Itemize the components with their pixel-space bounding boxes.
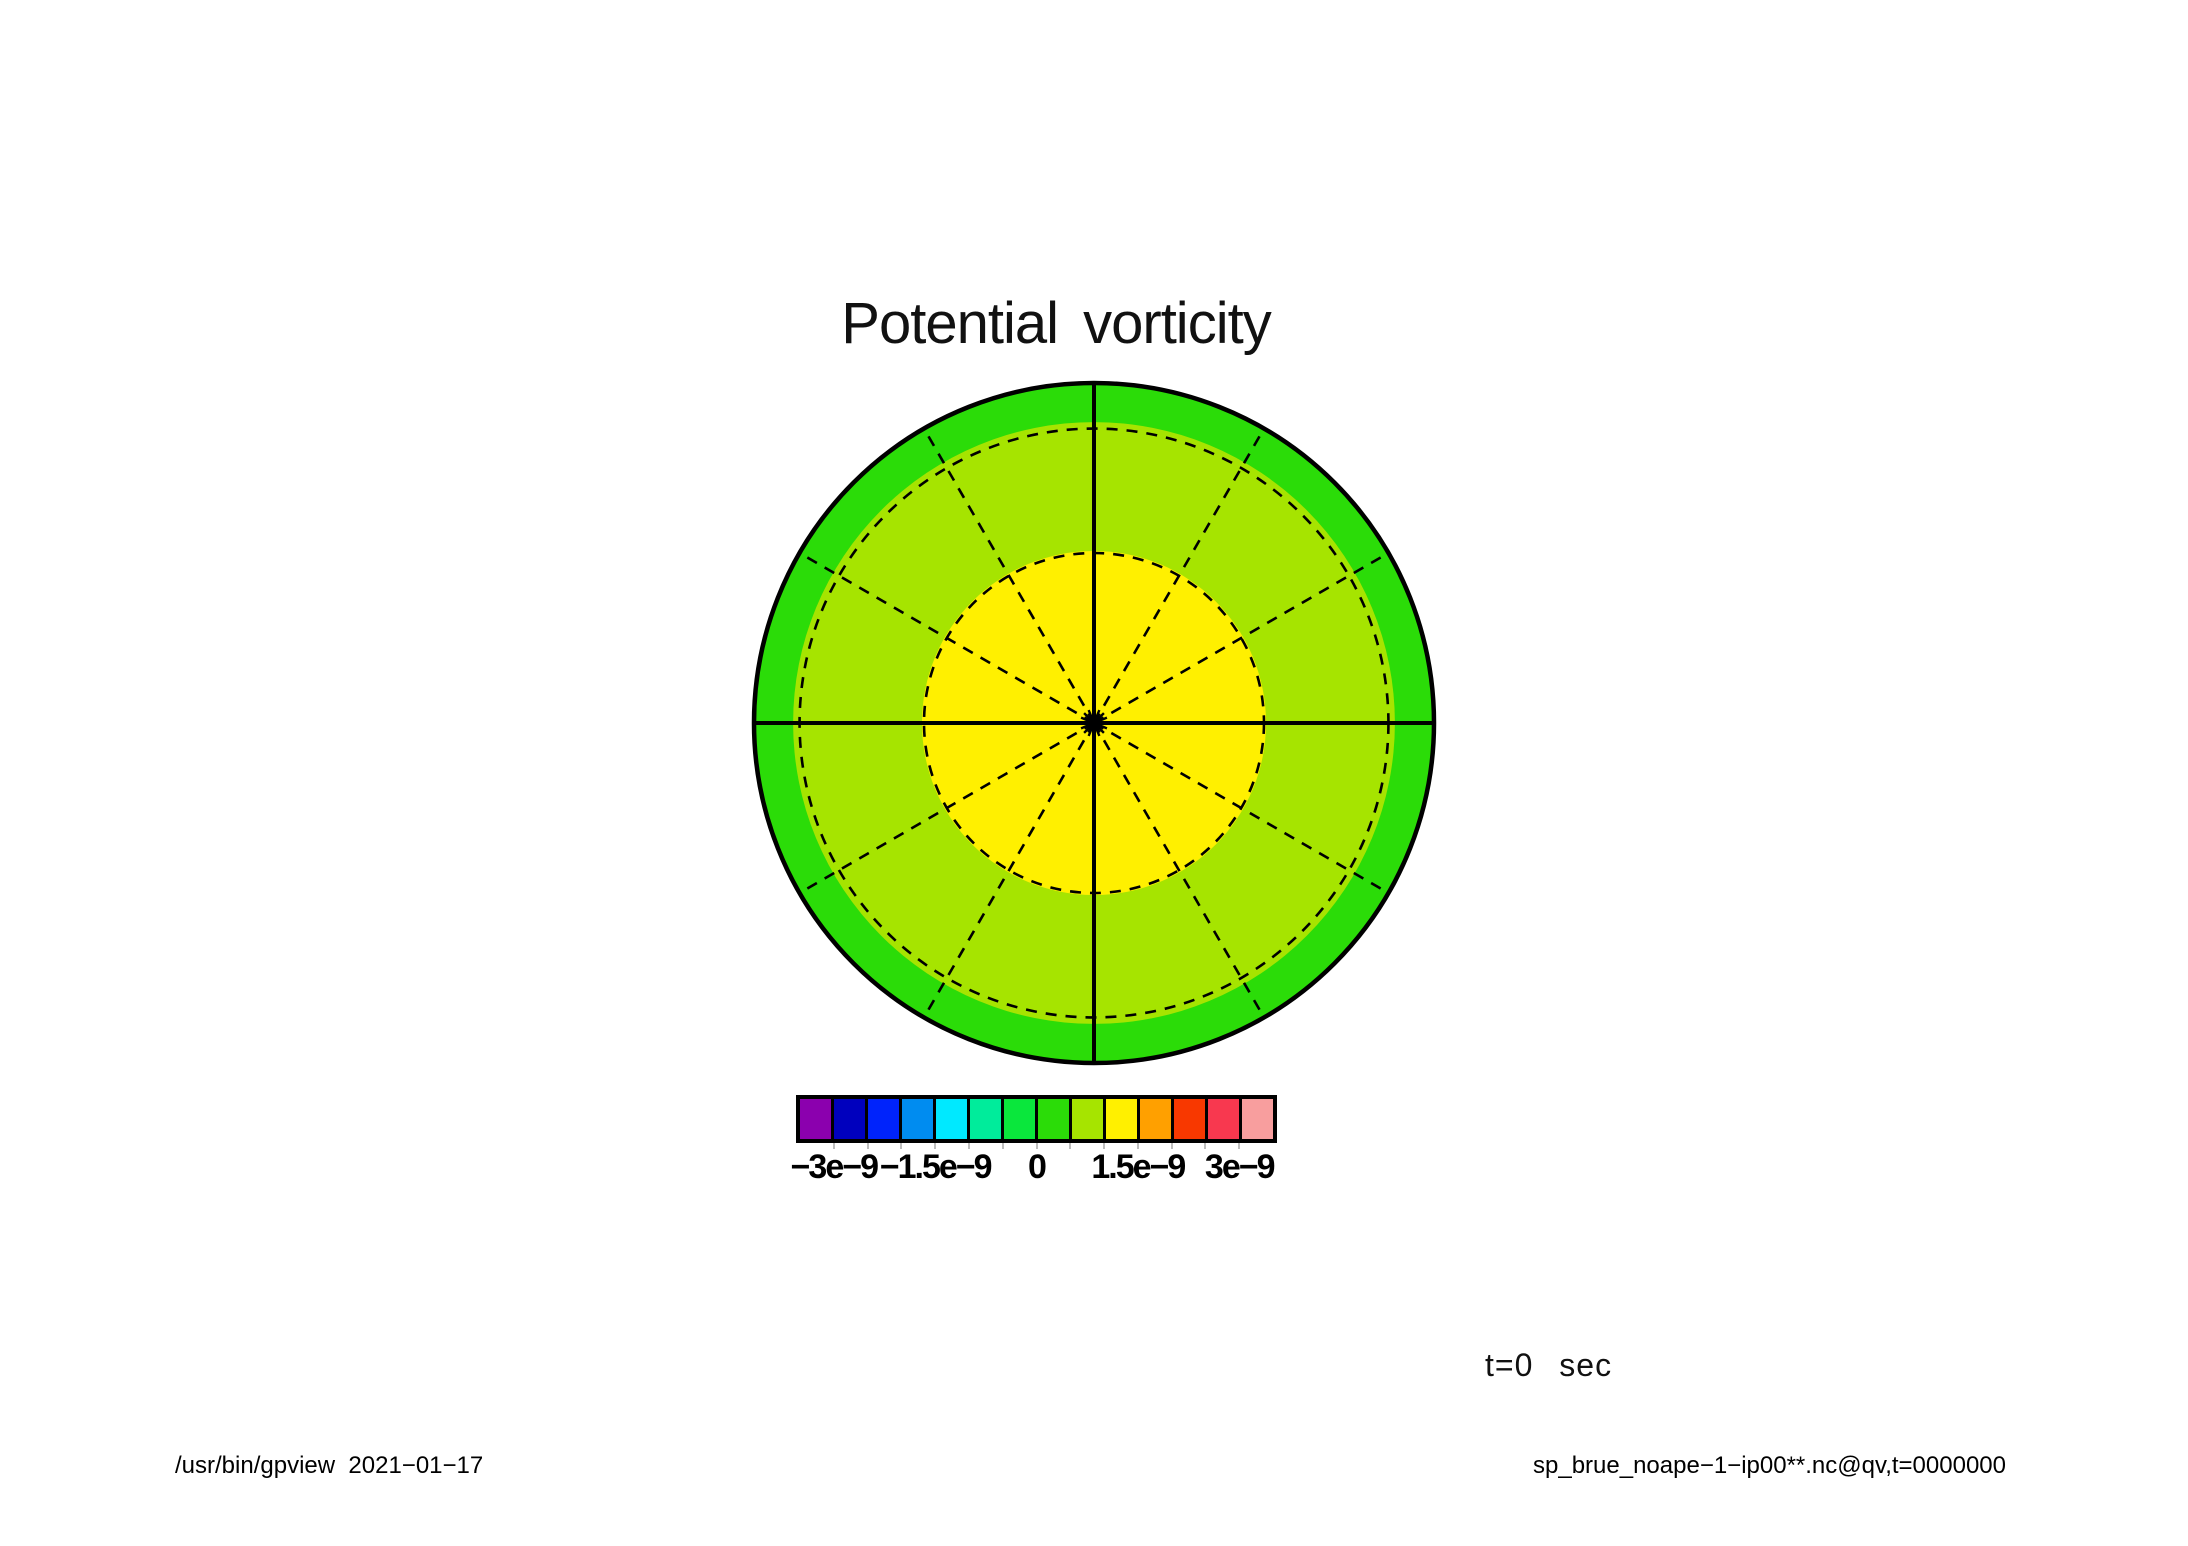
- time-label: t=0 sec: [1485, 1347, 1613, 1383]
- colorbar-tick-label: 0: [1028, 1148, 1047, 1186]
- meridian-line-dashed: [1093, 721, 1390, 895]
- colorbar-tick-mark: [1001, 1143, 1004, 1149]
- colorbar-tick-mark: [1069, 1143, 1072, 1149]
- colorbar-tick-mark: [1170, 1143, 1173, 1149]
- colorbar-cell: [1103, 1099, 1137, 1139]
- colorbar-cell: [800, 1099, 831, 1139]
- footer-command-text: /usr/bin/gpview 2021−01−17: [175, 1452, 484, 1479]
- meridian-line-dashed: [922, 722, 1096, 1019]
- meridian-line-dashed: [922, 427, 1096, 724]
- pole-starburst-spoke: [1083, 712, 1093, 722]
- chart-title: Potential vorticity: [841, 291, 1271, 356]
- colorbar-tick-label: 3e−9: [1204, 1148, 1276, 1186]
- colorbar-tick-mark: [832, 1143, 835, 1149]
- pole-starburst-spoke: [1094, 725, 1101, 737]
- colorbar-cell: [1069, 1099, 1103, 1139]
- colorbar-tick-mark: [967, 1143, 970, 1149]
- colorbar-cell: [865, 1099, 899, 1139]
- colorbar-cell: [1035, 1099, 1069, 1139]
- polar-plot: [751, 380, 1437, 1066]
- colorbar-tick-mark: [1136, 1143, 1139, 1149]
- meridian-line-dashed: [798, 721, 1095, 895]
- meridian-line-dashed: [1092, 427, 1266, 724]
- colorbar-tick-label: −3e−9: [790, 1148, 879, 1186]
- colorbar-cell: [831, 1099, 865, 1139]
- colorbar-tick-mark: [900, 1143, 903, 1149]
- colorbar-cell: [899, 1099, 933, 1139]
- map-outer-boundary: [751, 380, 1437, 1066]
- meridian-line-dashed: [1093, 551, 1390, 725]
- colorbar-tick-mark: [1204, 1143, 1207, 1149]
- colorbar-cell: [1137, 1099, 1171, 1139]
- pole-starburst-spoke: [1080, 716, 1092, 723]
- pole-starburst-spoke: [1095, 724, 1105, 734]
- colorbar-tick-label: 1.5e−9: [1091, 1148, 1186, 1186]
- colorbar-tick-mark: [934, 1143, 937, 1149]
- colorbar-tick-label: −1.5e−9: [879, 1148, 993, 1186]
- meridian-line-dashed: [798, 551, 1095, 725]
- colorbar-cell: [1205, 1099, 1239, 1139]
- colorbar-cell: [1239, 1099, 1273, 1139]
- pole-starburst-spoke: [1096, 723, 1108, 730]
- pole-starburst-spoke: [1094, 709, 1101, 721]
- pole-starburst-spoke: [1095, 712, 1105, 722]
- pole-starburst-spoke: [1083, 724, 1093, 734]
- pole-starburst-spoke: [1080, 723, 1092, 730]
- colorbar-cell: [967, 1099, 1001, 1139]
- colorbar-tick-mark: [1103, 1143, 1106, 1149]
- colorbar-tick-mark: [1238, 1143, 1241, 1149]
- pole-starburst-spoke: [1096, 716, 1108, 723]
- footer-filename-text: sp_brue_noape−1−ip00**.nc@qv,t=0000000: [1533, 1452, 2006, 1479]
- pole-starburst-spoke: [1087, 709, 1094, 721]
- pole-starburst-spoke: [1087, 725, 1094, 737]
- colorbar-cell: [1171, 1099, 1205, 1139]
- colorbar-tick-mark: [866, 1143, 869, 1149]
- colorbar-cell: [933, 1099, 967, 1139]
- colorbar-cell: [1001, 1099, 1035, 1139]
- colorbar-tick-mark: [1035, 1143, 1038, 1149]
- pole-center-dot: [1090, 719, 1098, 727]
- colorbar: [796, 1095, 1277, 1143]
- meridian-line-dashed: [1092, 722, 1266, 1019]
